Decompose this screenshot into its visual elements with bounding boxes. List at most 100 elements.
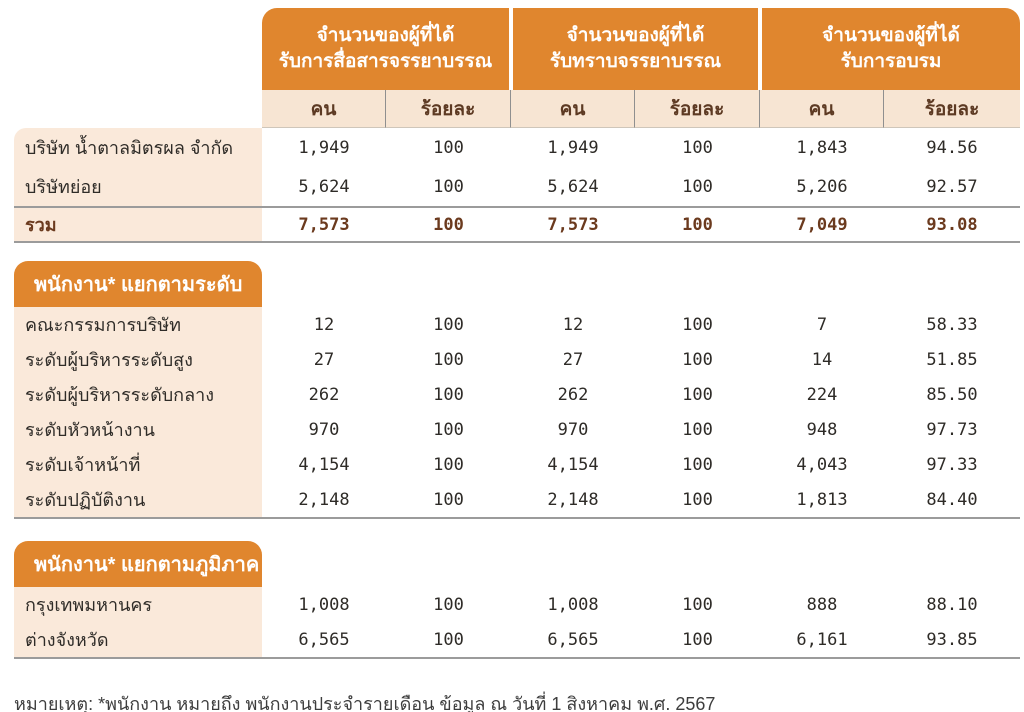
row-label: บริษัทย่อย (14, 167, 262, 206)
value-cell: 7 (816, 314, 828, 335)
table-row-officer: ระดับเจ้าหน้าที่ 4,154 100 4,154 100 4,0… (14, 447, 1020, 482)
value-cell: 100 (682, 454, 713, 475)
subheader-persons: คน (511, 90, 635, 128)
value-cell: 224 (806, 384, 838, 405)
value-cell: 100 (433, 214, 464, 235)
table-row-bangkok: กรุงเทพมหานคร 1,008 100 1,008 100 888 88… (14, 587, 1020, 622)
row-label: ระดับผู้บริหารระดับกลาง (14, 377, 262, 412)
col-group-title-line1: จำนวนของผู้ที่ได้ (316, 25, 455, 46)
table-row-senior-exec: ระดับผู้บริหารระดับสูง 27 100 27 100 14 … (14, 342, 1020, 377)
value-cell: 100 (433, 594, 464, 615)
value-cell: 1,813 (796, 489, 848, 510)
value-cell: 27 (313, 349, 335, 370)
value-cell: 5,624 (547, 176, 599, 197)
value-cell: 100 (682, 419, 713, 440)
value-cell: 88.10 (926, 594, 978, 615)
subheader-persons: คน (262, 90, 386, 128)
value-cell: 58.33 (926, 314, 978, 335)
value-cell: 100 (433, 176, 464, 197)
footnote: หมายเหตุ: *พนักงาน หมายถึง พนักงานประจำร… (14, 694, 716, 712)
value-cell: 100 (682, 176, 713, 197)
value-cell: 2,148 (547, 489, 599, 510)
value-cell: 1,843 (796, 137, 848, 158)
row-label: ระดับปฏิบัติงาน (14, 482, 262, 517)
col-group-title-line2: รับทราบจรรยาบรรณ (549, 51, 722, 72)
table-row-middle-mgmt: ระดับผู้บริหารระดับกลาง 262 100 262 100 … (14, 377, 1020, 412)
value-cell: 12 (562, 314, 584, 335)
value-cell: 4,154 (547, 454, 599, 475)
row-label: บริษัท น้ำตาลมิตรผล จำกัด (14, 128, 262, 167)
value-cell: 5,624 (298, 176, 350, 197)
value-cell: 100 (433, 314, 464, 335)
subheader-percent: ร้อยละ (386, 90, 511, 128)
value-cell: 12 (313, 314, 335, 335)
col-group-title-line2: รับการสื่อสารจรรยาบรรณ (278, 51, 493, 72)
table-row-subsidiaries: บริษัทย่อย 5,624 100 5,624 100 5,206 92.… (14, 167, 1020, 206)
value-cell: 1,008 (298, 594, 350, 615)
value-cell: 100 (433, 137, 464, 158)
value-cell: 7,573 (547, 214, 599, 235)
value-cell: 2,148 (298, 489, 350, 510)
value-cell: 94.56 (926, 137, 978, 158)
section-title-by-level: พนักงาน* แยกตามระดับ (14, 261, 262, 307)
value-cell: 51.85 (926, 349, 978, 370)
value-cell: 4,043 (796, 454, 848, 475)
value-cell: 948 (806, 419, 838, 440)
value-cell: 100 (433, 349, 464, 370)
table-row-provinces: ต่างจังหวัด 6,565 100 6,565 100 6,161 93… (14, 622, 1020, 659)
value-cell: 93.85 (926, 629, 978, 650)
value-cell: 7,573 (298, 214, 350, 235)
value-cell: 6,565 (547, 629, 599, 650)
value-cell: 100 (682, 489, 713, 510)
value-cell: 5,206 (796, 176, 848, 197)
row-label: กรุงเทพมหานคร (14, 587, 262, 622)
ethics-summary-table: จำนวนของผู้ที่ได้ รับการสื่อสารจรรยาบรรณ… (14, 8, 1020, 659)
col-group-title-line1: จำนวนของผู้ที่ได้ (566, 25, 705, 46)
value-cell: 888 (806, 594, 838, 615)
value-cell: 100 (433, 419, 464, 440)
value-cell: 27 (562, 349, 584, 370)
value-cell: 100 (682, 314, 713, 335)
value-cell: 14 (811, 349, 833, 370)
row-label: ระดับผู้บริหารระดับสูง (14, 342, 262, 377)
table-row-supervisor: ระดับหัวหน้างาน 970 100 970 100 948 97.7… (14, 412, 1020, 447)
section-title-by-region: พนักงาน* แยกตามภูมิภาค (14, 541, 262, 587)
value-cell: 100 (682, 214, 713, 235)
value-cell: 97.73 (926, 419, 978, 440)
value-cell: 97.33 (926, 454, 978, 475)
value-cell: 100 (682, 384, 713, 405)
column-group-header-row: จำนวนของผู้ที่ได้ รับการสื่อสารจรรยาบรรณ… (14, 8, 1020, 90)
value-cell: 85.50 (926, 384, 978, 405)
value-cell: 84.40 (926, 489, 978, 510)
value-cell: 92.57 (926, 176, 978, 197)
value-cell: 970 (308, 419, 340, 440)
table-row-company: บริษัท น้ำตาลมิตรผล จำกัด 1,949 100 1,94… (14, 128, 1020, 167)
value-cell: 100 (433, 489, 464, 510)
value-cell: 970 (557, 419, 589, 440)
row-label: ระดับเจ้าหน้าที่ (14, 447, 262, 482)
row-label-total: รวม (14, 208, 262, 241)
value-cell: 262 (557, 384, 589, 405)
sub-header-row: คน ร้อยละ คน ร้อยละ คน ร้อยละ (14, 90, 1020, 128)
table-row-total: รวม 7,573 100 7,573 100 7,049 93.08 (14, 206, 1020, 243)
col-group-title-line1: จำนวนของผู้ที่ได้ (822, 25, 960, 46)
value-cell: 4,154 (298, 454, 350, 475)
col-group-title-line2: รับการอบรม (840, 51, 942, 72)
value-cell: 100 (682, 629, 713, 650)
row-label: ต่างจังหวัด (14, 622, 262, 657)
row-label: ระดับหัวหน้างาน (14, 412, 262, 447)
value-cell: 100 (682, 594, 713, 615)
value-cell: 100 (433, 384, 464, 405)
table-row-board: คณะกรรมการบริษัท 12 100 12 100 7 58.33 (14, 307, 1020, 342)
subheader-persons: คน (760, 90, 884, 128)
value-cell: 100 (682, 349, 713, 370)
value-cell: 100 (433, 454, 464, 475)
value-cell: 100 (433, 629, 464, 650)
table-row-operations: ระดับปฏิบัติงาน 2,148 100 2,148 100 1,81… (14, 482, 1020, 519)
value-cell: 1,949 (298, 137, 350, 158)
value-cell: 7,049 (796, 214, 848, 235)
col-group-communicated: จำนวนของผู้ที่ได้ รับการสื่อสารจรรยาบรรณ (262, 8, 509, 90)
value-cell: 93.08 (926, 214, 978, 235)
value-cell: 6,565 (298, 629, 350, 650)
